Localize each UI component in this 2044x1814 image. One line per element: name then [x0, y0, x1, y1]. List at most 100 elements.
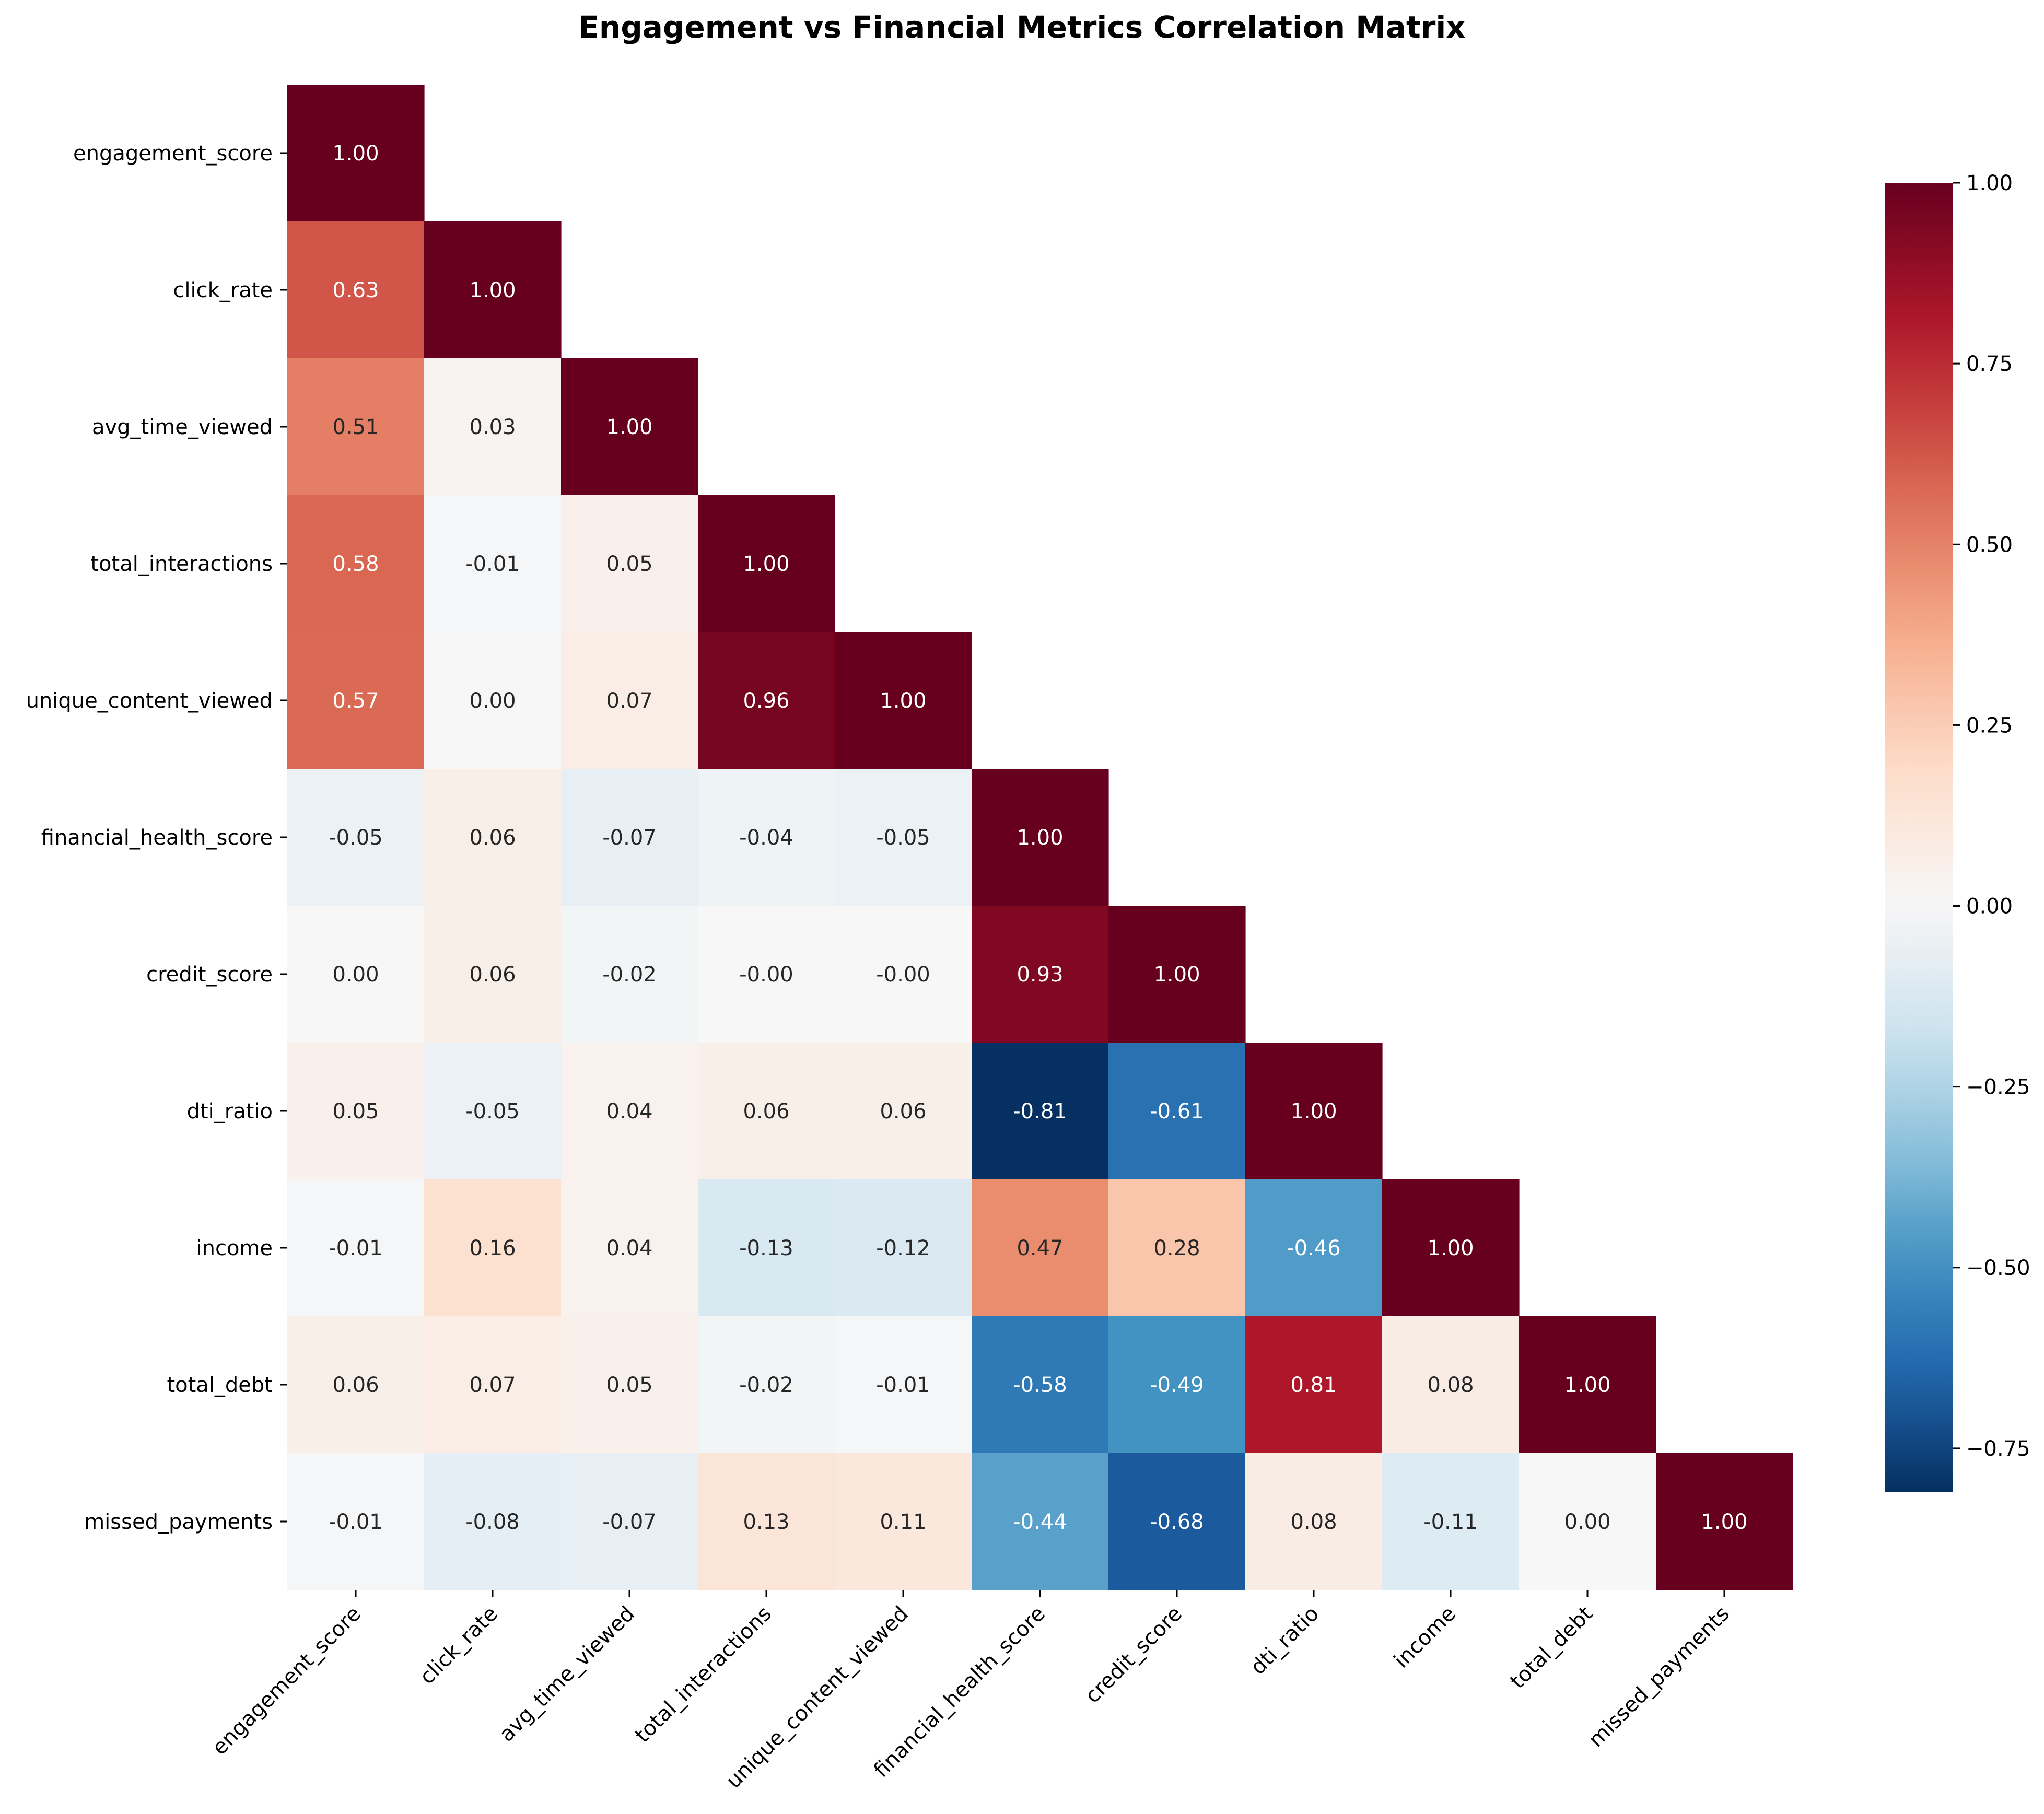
heatmap-cell [698, 1316, 835, 1454]
cell-value-label: 0.05 [606, 552, 652, 576]
cell-value-label: 0.05 [606, 1373, 652, 1397]
heatmap-cell [1108, 1316, 1246, 1454]
heatmap-cell [561, 1043, 698, 1180]
y-tick-label: missed_payments [84, 1510, 273, 1534]
cell-value-label: -0.61 [1150, 1099, 1204, 1123]
heatmap-cell [287, 1453, 425, 1590]
heatmap-cell [1656, 1453, 1793, 1590]
cell-value-label: 0.93 [1017, 963, 1063, 987]
colorbar-tick-label: 0.25 [1966, 713, 2013, 738]
heatmap-cell [424, 221, 562, 359]
heatmap-cells: 1.00 0.63 1.00 0.51 0.03 1.00 0.58 -0.01 0.05 1.0… [287, 85, 1793, 1590]
y-tick-label: dti_ratio [187, 1099, 273, 1123]
cell-value-label: -0.08 [465, 1510, 520, 1534]
x-tick-label: missed_payments [1584, 1602, 1734, 1752]
heatmap-cell [1245, 1316, 1383, 1454]
colorbar-tick-label: 0.50 [1966, 533, 2013, 557]
cell-value-label: 0.06 [332, 1373, 379, 1397]
heatmap-cell [1108, 1179, 1246, 1317]
colorbar-tick-label: 0.00 [1966, 895, 2013, 919]
heatmap-cell [698, 1043, 835, 1180]
colorbar-gradient [1885, 183, 1953, 1492]
heatmap-cell [561, 906, 698, 1043]
y-tick-label: credit_score [146, 963, 273, 987]
y-tick-label: unique_content_viewed [26, 689, 273, 713]
cell-value-label: 1.00 [469, 278, 516, 302]
cell-value-label: 0.63 [332, 278, 379, 302]
cell-value-label: 0.06 [469, 826, 516, 850]
cell-value-label: -0.01 [329, 1236, 383, 1260]
cell-value-label: 0.47 [1017, 1236, 1063, 1260]
heatmap-cell [424, 1043, 562, 1180]
heatmap-cell [287, 906, 425, 1043]
cell-value-label: -0.07 [602, 826, 657, 850]
heatmap-cell [561, 1453, 698, 1590]
cell-value-label: -0.04 [739, 826, 793, 850]
x-tick-label: total_debt [1505, 1602, 1597, 1694]
x-axis-tick-labels: engagement_score click_rateavg_time_viewe… [207, 1590, 1734, 1793]
heatmap-cell [1245, 1179, 1383, 1317]
heatmap-cell [287, 495, 425, 633]
heatmap-cell [561, 495, 698, 633]
heatmap-cell [835, 906, 972, 1043]
colorbar-tick-label: −0.25 [1966, 1075, 2030, 1099]
cell-value-label: 1.00 [1564, 1373, 1610, 1397]
cell-value-label: 0.06 [469, 963, 516, 987]
heatmap-cell [1519, 1453, 1656, 1590]
heatmap-cell [972, 906, 1109, 1043]
heatmap-cell [972, 1453, 1109, 1590]
cell-value-label: 0.00 [332, 963, 379, 987]
cell-value-label: -0.05 [465, 1099, 520, 1123]
cell-value-label: 0.04 [606, 1099, 652, 1123]
cell-value-label: 0.03 [469, 415, 516, 439]
y-tick-label: click_rate [173, 278, 273, 302]
cell-value-label: -0.07 [602, 1510, 657, 1534]
cell-value-label: -0.02 [739, 1373, 793, 1397]
heatmap-cell [835, 1179, 972, 1317]
cell-value-label: -0.02 [602, 963, 657, 987]
cell-value-label: 0.04 [606, 1236, 652, 1260]
heatmap-cell [561, 1316, 698, 1454]
heatmap-cell [698, 1179, 835, 1317]
heatmap-cell [1108, 1453, 1246, 1590]
heatmap-cell [424, 769, 562, 906]
cell-value-label: -0.00 [876, 963, 930, 987]
colorbar-tick-label: 1.00 [1966, 171, 2013, 195]
heatmap-cell [972, 769, 1109, 906]
cell-value-label: -0.01 [876, 1373, 930, 1397]
heatmap-cell [424, 1316, 562, 1454]
heatmap-cell [1245, 1453, 1383, 1590]
cell-value-label: 0.58 [332, 552, 379, 576]
heatmap-cell [835, 1453, 972, 1590]
heatmap-cell [424, 358, 562, 496]
cell-value-label: -0.05 [876, 826, 930, 850]
cell-value-label: -0.46 [1287, 1236, 1341, 1260]
heatmap-cell [561, 632, 698, 769]
y-tick-label: total_debt [167, 1373, 273, 1397]
heatmap-cell [698, 1453, 835, 1590]
cell-value-label: -0.49 [1150, 1373, 1204, 1397]
cell-value-label: -0.58 [1013, 1373, 1067, 1397]
x-tick-label: click_rate [415, 1602, 503, 1689]
x-tick-label: total_interactions [630, 1602, 776, 1748]
heatmap-cell [1382, 1453, 1520, 1590]
heatmap-cell [1382, 1316, 1520, 1454]
cell-value-label: 0.57 [332, 689, 379, 713]
heatmap-cell [972, 1179, 1109, 1317]
heatmap-cell [835, 1316, 972, 1454]
cell-value-label: -0.68 [1150, 1510, 1204, 1534]
cell-value-label: -0.11 [1423, 1510, 1478, 1534]
cell-value-label: 1.00 [1427, 1236, 1474, 1260]
heatmap-cell [287, 1179, 425, 1317]
y-tick-label: avg_time_viewed [92, 415, 273, 439]
cell-value-label: 0.96 [743, 689, 789, 713]
heatmap-cell [424, 495, 562, 633]
heatmap-cell [561, 1179, 698, 1317]
heatmap-cell [424, 632, 562, 769]
cell-value-label: -0.44 [1013, 1510, 1067, 1534]
cell-value-label: 1.00 [743, 552, 789, 576]
heatmap-cell [972, 1316, 1109, 1454]
heatmap-cell [835, 632, 972, 769]
heatmap-cell [561, 769, 698, 906]
cell-value-label: 0.16 [469, 1236, 516, 1260]
